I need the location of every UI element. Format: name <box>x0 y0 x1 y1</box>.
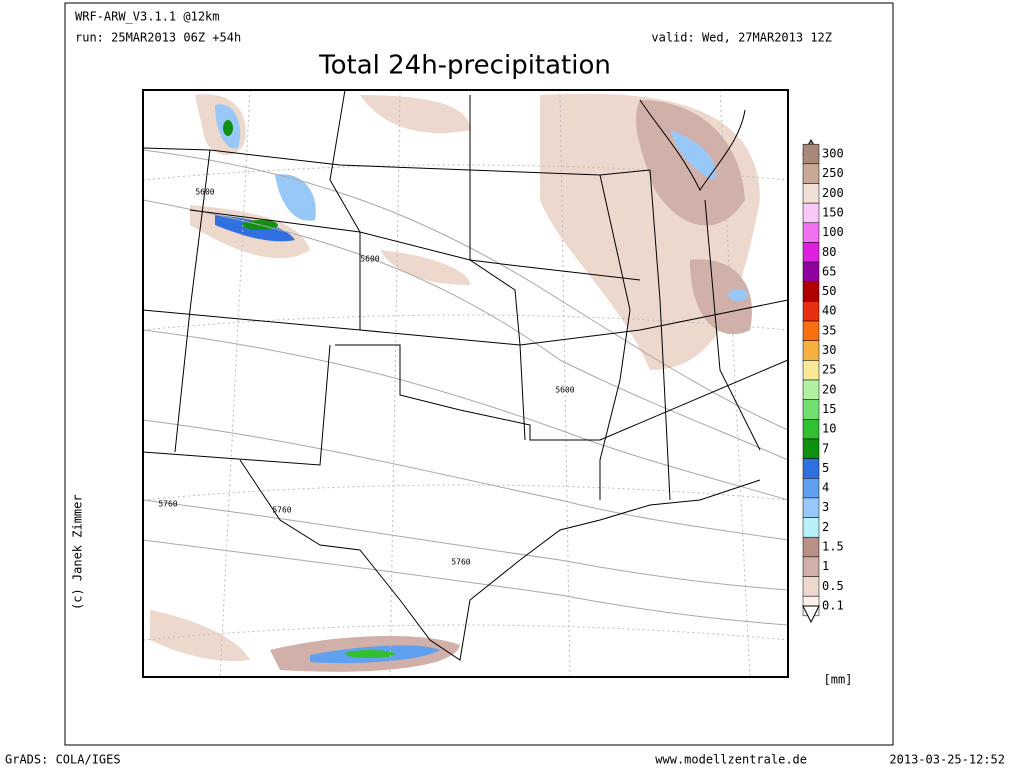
grid-lines <box>143 90 788 677</box>
legend-label: 0.5 <box>822 579 844 593</box>
legend-swatch <box>802 340 820 361</box>
legend-label: 80 <box>822 245 836 259</box>
legend-swatch <box>802 556 820 577</box>
precip-areas <box>150 93 760 672</box>
legend-swatch <box>802 399 820 420</box>
legend-label: 150 <box>822 205 844 219</box>
legend-label: 0.1 <box>822 599 844 613</box>
legend-unit: [mm] <box>824 673 853 687</box>
legend-swatch <box>802 478 820 499</box>
legend-label: 30 <box>822 343 836 357</box>
legend-label: 300 <box>822 147 844 161</box>
legend-label: 4 <box>822 481 829 495</box>
map: 5600 5600 5600 5760 5760 5760 <box>142 89 789 678</box>
legend-label: 35 <box>822 323 836 337</box>
legend-swatch <box>802 301 820 322</box>
legend-label: 50 <box>822 284 836 298</box>
legend-swatch <box>802 143 820 165</box>
legend-swatch <box>802 438 820 459</box>
contour-label: 5760 <box>158 500 177 509</box>
legend-swatch <box>802 320 820 341</box>
legend-label: 7 <box>822 441 829 455</box>
legend-label: 10 <box>822 422 836 436</box>
legend-label: 250 <box>822 166 844 180</box>
legend-swatch <box>802 458 820 479</box>
legend-label: 1 <box>822 559 829 573</box>
model-label: WRF-ARW_V3.1.1 @12km <box>75 10 220 24</box>
contour-label: 5600 <box>195 188 214 197</box>
contour-label: 5600 <box>555 386 574 395</box>
legend-swatch <box>802 261 820 282</box>
legend-swatch <box>802 281 820 302</box>
contour-label: 5600 <box>360 255 379 264</box>
legend-label: 1.5 <box>822 540 844 554</box>
credit: (c) Janek Zimmer <box>71 494 85 610</box>
legend-swatch <box>802 536 820 558</box>
legend-label: 5 <box>822 461 829 475</box>
contour-label: 5760 <box>272 506 291 515</box>
legend-swatch <box>802 242 820 263</box>
legend-label: 25 <box>822 363 836 377</box>
map-frame <box>142 89 789 678</box>
legend-swatch <box>802 360 820 381</box>
state-borders <box>143 90 788 661</box>
legend-label: 2 <box>822 520 829 534</box>
legend-swatch <box>802 222 820 243</box>
legend-swatch <box>802 202 820 224</box>
legend-swatch <box>802 419 820 440</box>
legend-label: 15 <box>822 402 836 416</box>
legend-swatch <box>802 163 820 184</box>
legend-label: 3 <box>822 500 829 514</box>
run-label: run: 25MAR2013 06Z +54h <box>75 31 241 45</box>
site: www.modellzentrale.de <box>655 753 807 767</box>
legend-label: 100 <box>822 225 844 239</box>
legend-label: 65 <box>822 264 836 278</box>
legend-swatch <box>802 517 820 538</box>
legend: 300 250 200 150 100 80 65 50 40 35 30 25 20 15 10 7 5 4 3 2… <box>802 138 844 624</box>
legend-label: 20 <box>822 382 836 396</box>
legend-swatch <box>802 576 820 597</box>
legend-label: 40 <box>822 304 836 318</box>
timestamp: 2013-03-25-12:52 <box>889 753 1005 767</box>
legend-swatch <box>802 497 820 518</box>
legend-swatch <box>802 379 820 400</box>
software: GrADS: COLA/IGES <box>5 753 121 767</box>
legend-swatch <box>802 183 820 204</box>
valid-label: valid: Wed, 27MAR2013 12Z <box>651 31 832 45</box>
legend-label: 200 <box>822 186 844 200</box>
contour-label: 5760 <box>451 558 470 567</box>
legend-arrow-bottom <box>802 605 820 624</box>
height-contours <box>143 149 788 626</box>
title: Total 24h-precipitation <box>318 51 611 81</box>
